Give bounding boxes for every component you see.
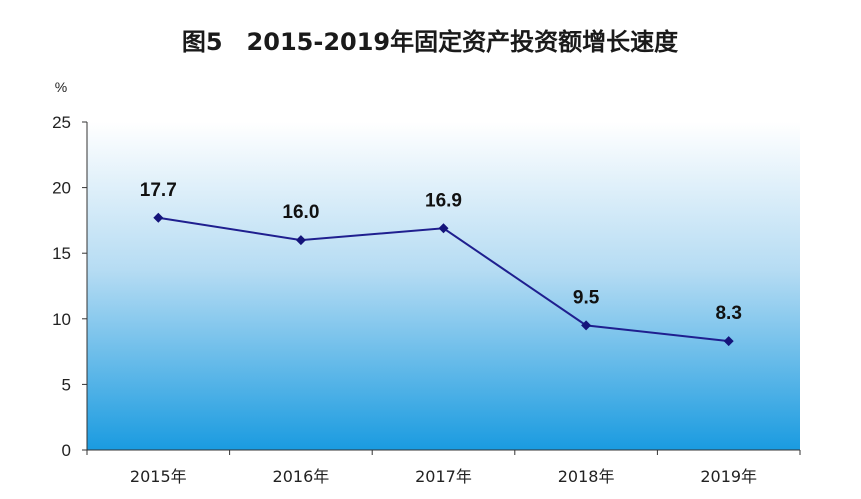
x-category-label: 2018年 <box>558 467 615 486</box>
y-axis-unit-label: % <box>55 79 67 95</box>
series-line <box>153 212 734 347</box>
axes: 0 5 10 15 20 25 2015年 2016年 2017年 2018年 2019年 <box>52 113 801 486</box>
data-point-marker <box>581 320 592 331</box>
plot-area-background <box>87 122 800 450</box>
data-value-label: 17.7 <box>140 180 177 201</box>
x-category-label: 2015年 <box>130 467 187 486</box>
y-tick-label: 5 <box>62 375 71 394</box>
data-value-label: 16.9 <box>425 190 462 211</box>
data-point-marker <box>438 223 449 234</box>
y-tick-label: 20 <box>52 179 71 198</box>
data-point-marker <box>295 235 306 246</box>
data-value-label: 16.0 <box>282 202 319 223</box>
y-tick-label: 10 <box>52 310 71 329</box>
y-tick-label: 15 <box>52 244 71 263</box>
data-point-marker <box>723 336 734 347</box>
x-category-label: 2017年 <box>415 467 472 486</box>
data-labels: 17.7 16.0 16.9 9.5 8.3 <box>140 180 742 324</box>
data-point-marker <box>153 212 164 223</box>
data-value-label: 8.3 <box>715 303 741 324</box>
chart-title: 图5 2015-2019年固定资产投资额增长速度 <box>182 28 679 56</box>
x-category-label: 2016年 <box>273 467 330 486</box>
y-tick-label: 25 <box>52 113 71 132</box>
y-tick-label: 0 <box>62 441 71 460</box>
x-category-label: 2019年 <box>700 467 757 486</box>
data-value-label: 9.5 <box>573 287 600 308</box>
